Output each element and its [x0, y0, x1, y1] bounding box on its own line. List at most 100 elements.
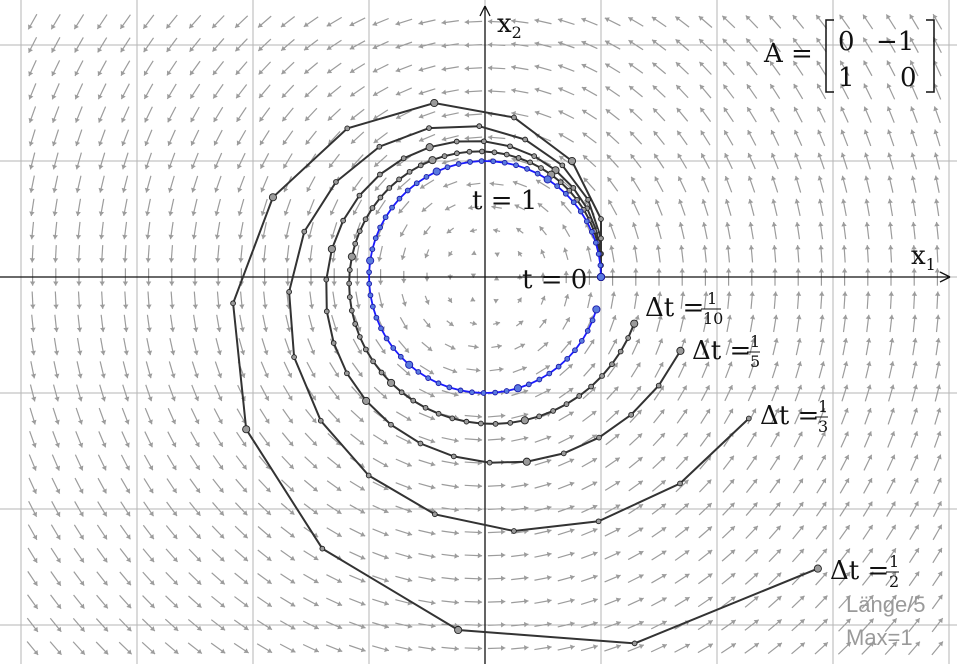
field-arrow: [932, 13, 943, 30]
field-arrow: [886, 454, 896, 471]
field-arrow: [583, 177, 596, 192]
t1-label: t = 1: [472, 186, 537, 216]
field-arrow: [395, 575, 413, 583]
field-arrow: [349, 85, 365, 97]
euler-point: [596, 434, 602, 441]
field-arrow: [818, 361, 826, 379]
field-arrow: [651, 597, 667, 607]
field-arrow: [587, 292, 593, 309]
field-arrow: [260, 198, 268, 216]
euler-point: [478, 158, 485, 164]
field-arrow: [120, 501, 131, 517]
field-arrow: [771, 361, 779, 379]
field-arrow: [284, 338, 292, 356]
field-arrow: [350, 131, 365, 145]
field-arrow: [631, 222, 639, 240]
field-arrow: [908, 641, 921, 656]
field-arrow: [187, 618, 203, 632]
field-arrow: [909, 477, 919, 494]
field-arrow: [259, 130, 270, 146]
euler-point: [457, 387, 464, 394]
field-arrow: [888, 314, 895, 333]
euler-point: [531, 153, 538, 159]
field-arrow: [441, 553, 459, 559]
field-arrow: [257, 572, 272, 585]
field-arrow: [28, 454, 37, 471]
matrix-a11: 0: [838, 27, 855, 57]
field-arrow: [674, 549, 690, 561]
field-arrow: [349, 63, 366, 74]
field-arrow: [487, 575, 506, 582]
field-arrow: [282, 153, 293, 169]
euler-point: [467, 159, 473, 165]
field-arrow: [725, 338, 733, 356]
field-arrow: [98, 152, 106, 170]
euler-point: [377, 171, 383, 178]
euler-point: [570, 185, 577, 191]
field-arrow: [494, 252, 500, 258]
field-arrow: [721, 619, 737, 631]
field-arrow: [144, 152, 153, 170]
field-arrow: [214, 384, 223, 402]
field-arrow: [793, 431, 803, 448]
field-arrow: [839, 14, 851, 30]
field-arrow: [816, 478, 827, 494]
field-arrow: [395, 411, 412, 422]
field-arrow: [99, 361, 106, 379]
field-arrow: [651, 503, 667, 515]
field-arrow: [534, 551, 552, 558]
field-arrow: [260, 361, 269, 379]
field-arrow: [395, 87, 413, 96]
field-arrow: [515, 320, 524, 327]
field-arrow: [29, 407, 37, 425]
field-arrow: [99, 245, 105, 263]
field-arrow: [73, 524, 85, 540]
field-arrow: [214, 361, 223, 379]
field-arrow: [326, 62, 342, 74]
field-arrow: [213, 408, 223, 425]
field-arrow: [674, 573, 690, 584]
field-arrow: [512, 366, 527, 373]
field-arrow: [487, 482, 506, 489]
field-arrow: [700, 130, 711, 146]
euler-point: [396, 176, 402, 183]
field-arrow: [464, 437, 483, 443]
field-arrow: [865, 291, 871, 309]
euler-point: [378, 369, 385, 376]
field-arrow: [935, 337, 941, 356]
field-arrow: [50, 594, 62, 610]
field-arrow: [841, 221, 847, 240]
field-arrow: [701, 198, 709, 216]
field-arrow: [164, 642, 179, 655]
field-arrow: [768, 525, 782, 540]
field-arrow: [931, 594, 943, 610]
field-arrow: [487, 413, 506, 419]
euler-point: [356, 192, 363, 199]
euler-point: [410, 397, 417, 404]
field-arrow: [814, 595, 828, 609]
field-arrow: [123, 314, 129, 333]
field-arrow: [721, 525, 736, 539]
field-arrow: [862, 524, 874, 540]
field-arrow: [604, 480, 621, 491]
field-arrow: [441, 530, 459, 536]
field-arrow: [656, 314, 663, 332]
field-arrow: [558, 132, 575, 143]
field-arrow: [257, 596, 273, 608]
field-arrow: [53, 361, 60, 379]
field-arrow: [441, 66, 459, 72]
field-arrow: [167, 408, 177, 425]
field-arrow: [628, 16, 644, 27]
euler-point: [536, 376, 543, 383]
field-arrow: [861, 594, 874, 609]
field-arrow: [769, 454, 781, 471]
field-arrow: [771, 221, 777, 240]
field-arrow: [52, 198, 58, 217]
field-arrow: [96, 548, 108, 563]
field-arrow: [212, 38, 225, 52]
field-arrow: [656, 291, 663, 309]
field-arrow: [234, 525, 249, 539]
field-arrow: [237, 221, 244, 240]
field-arrow: [256, 643, 273, 654]
field-arrow: [279, 620, 296, 630]
